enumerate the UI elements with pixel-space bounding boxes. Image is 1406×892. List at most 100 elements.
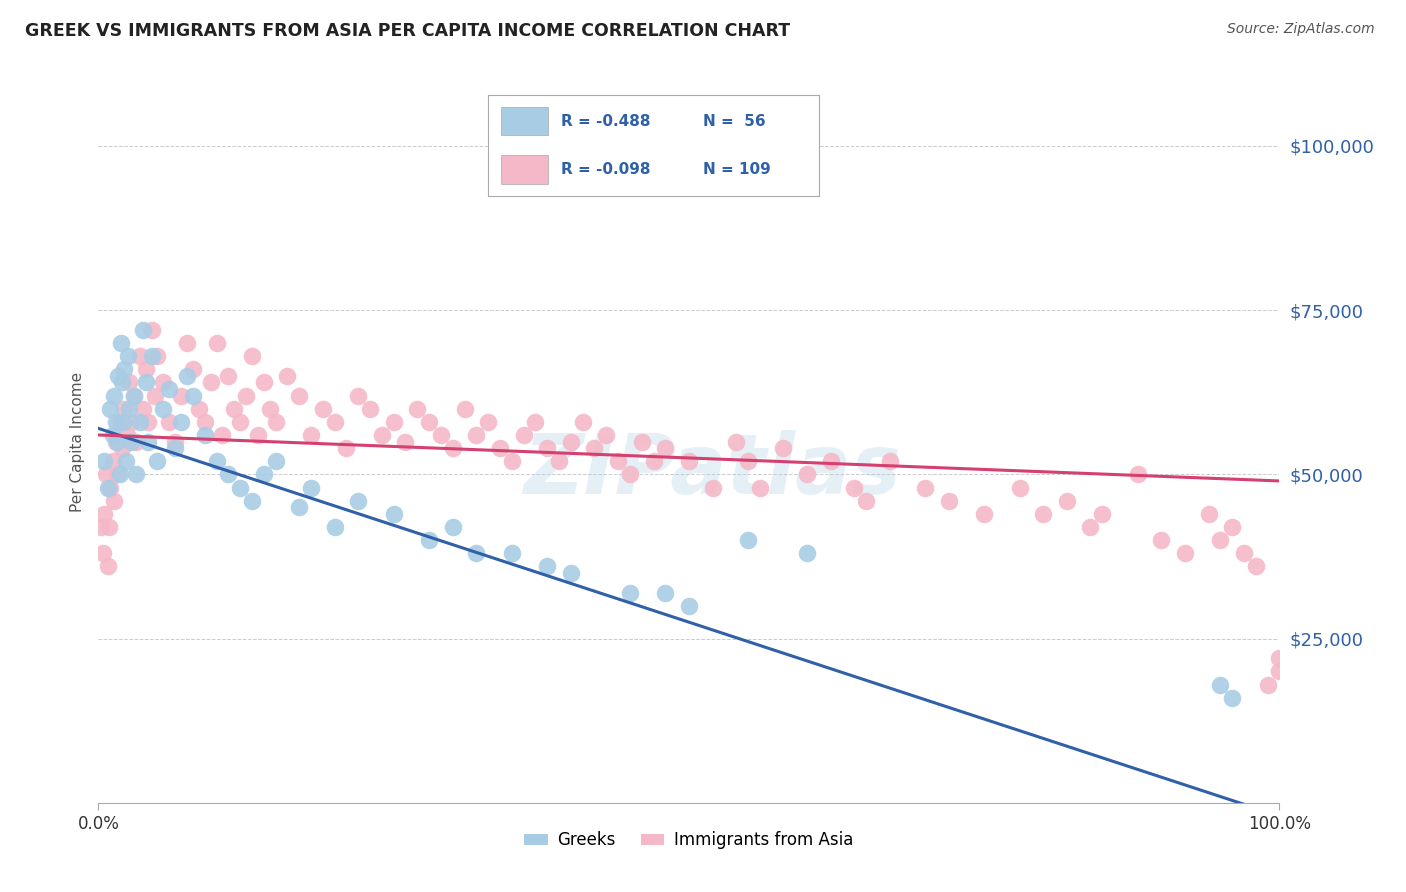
Point — [1244, 559, 1267, 574]
Point — [181, 362, 204, 376]
Point — [112, 415, 135, 429]
Point — [335, 441, 357, 455]
Point — [654, 585, 676, 599]
Text: Source: ZipAtlas.com: Source: ZipAtlas.com — [1227, 22, 1375, 37]
Point — [323, 520, 346, 534]
Point — [276, 368, 298, 383]
Point — [630, 434, 652, 449]
Point — [217, 368, 239, 383]
Point — [583, 441, 606, 455]
Point — [1032, 507, 1054, 521]
Point — [229, 481, 252, 495]
Legend: Greeks, Immigrants from Asia: Greeks, Immigrants from Asia — [517, 824, 860, 856]
Point — [394, 434, 416, 449]
Point — [607, 454, 630, 468]
Point — [103, 388, 125, 402]
Point — [205, 454, 228, 468]
Point — [170, 415, 193, 429]
Point — [1220, 690, 1243, 705]
Point — [406, 401, 429, 416]
Point — [176, 336, 198, 351]
Point — [101, 428, 124, 442]
Point — [259, 401, 281, 416]
Point — [98, 520, 121, 534]
Point — [772, 441, 794, 455]
Point — [418, 533, 440, 547]
Point — [211, 428, 233, 442]
Point — [91, 546, 114, 560]
Point — [548, 454, 571, 468]
Point — [117, 349, 139, 363]
Point — [94, 467, 117, 482]
Point — [97, 481, 120, 495]
Point — [111, 441, 134, 455]
Point — [796, 546, 818, 560]
Point — [654, 441, 676, 455]
Point — [737, 533, 759, 547]
Point — [477, 415, 499, 429]
Point — [1150, 533, 1173, 547]
Point — [288, 388, 311, 402]
Point — [430, 428, 453, 442]
Point — [973, 507, 995, 521]
Point — [619, 585, 641, 599]
Point — [128, 349, 150, 363]
Point — [103, 493, 125, 508]
Point — [441, 441, 464, 455]
Point — [560, 434, 582, 449]
Point — [1268, 665, 1291, 679]
Point — [108, 467, 131, 482]
Point — [146, 349, 169, 363]
Point — [441, 520, 464, 534]
Point — [465, 428, 488, 442]
Point — [938, 493, 960, 508]
Point — [132, 323, 155, 337]
Point — [1056, 493, 1078, 508]
Point — [112, 401, 135, 416]
Point — [253, 376, 276, 390]
Point — [157, 415, 180, 429]
Point — [725, 434, 748, 449]
Point — [194, 428, 217, 442]
Point — [101, 454, 124, 468]
Point — [105, 434, 128, 449]
Point — [536, 441, 558, 455]
Point — [382, 415, 405, 429]
Point — [240, 493, 263, 508]
Point — [453, 401, 475, 416]
Point — [118, 401, 141, 416]
Point — [643, 454, 665, 468]
Point — [122, 388, 145, 402]
Point — [176, 368, 198, 383]
Point — [229, 415, 252, 429]
Point — [143, 388, 166, 402]
Point — [111, 376, 134, 390]
Point — [371, 428, 394, 442]
Point — [382, 507, 405, 521]
Point — [108, 415, 131, 429]
Point — [619, 467, 641, 482]
Point — [571, 415, 593, 429]
Point — [122, 388, 145, 402]
Point — [264, 454, 287, 468]
Point — [194, 415, 217, 429]
Point — [217, 467, 239, 482]
Point — [347, 493, 370, 508]
Point — [299, 428, 322, 442]
Point — [1209, 677, 1232, 691]
Point — [170, 388, 193, 402]
Point — [121, 415, 143, 429]
Point — [235, 388, 257, 402]
Point — [152, 401, 174, 416]
Point — [136, 415, 159, 429]
Point — [820, 454, 842, 468]
Point — [181, 388, 204, 402]
Point — [536, 559, 558, 574]
Point — [224, 401, 246, 416]
Point — [288, 500, 311, 515]
Point — [152, 376, 174, 390]
Point — [132, 401, 155, 416]
Point — [200, 376, 222, 390]
Point — [98, 401, 121, 416]
Point — [264, 415, 287, 429]
